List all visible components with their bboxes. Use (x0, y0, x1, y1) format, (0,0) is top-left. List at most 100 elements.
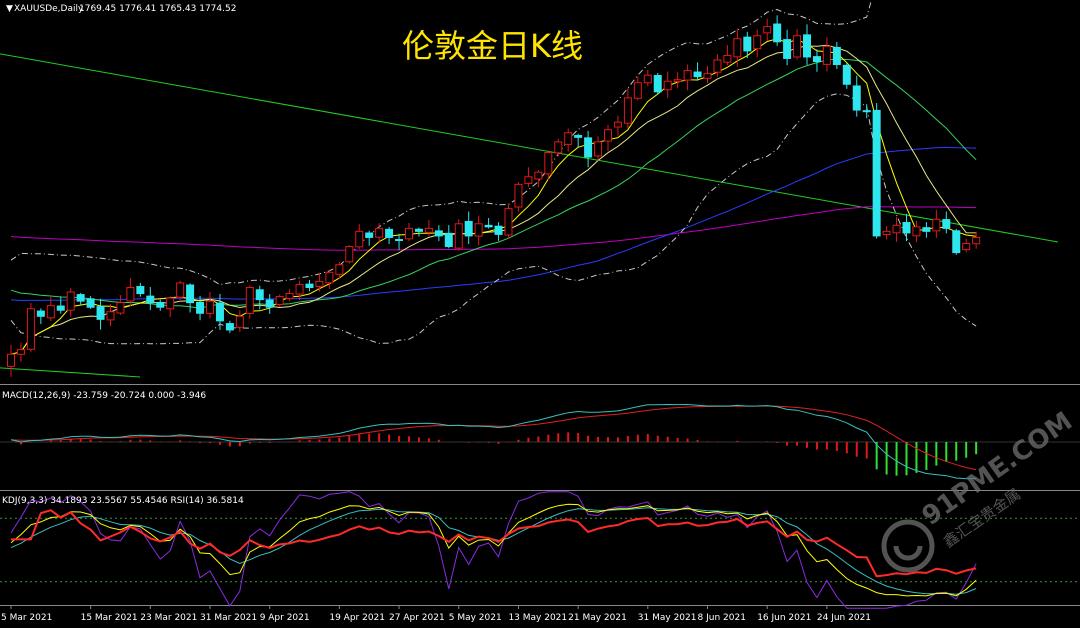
candle-body (166, 297, 175, 310)
candle-body (405, 227, 413, 240)
candle-body (604, 129, 612, 142)
candle-body (613, 121, 622, 128)
candle-body (355, 230, 364, 248)
candle-body (643, 74, 652, 84)
candle-body (803, 34, 811, 58)
candle-body (275, 296, 284, 305)
price-panel[interactable] (0, 0, 1059, 378)
candle-body (703, 73, 712, 79)
candle-body (673, 79, 682, 83)
candle-body (16, 349, 25, 355)
candle-body (26, 308, 35, 350)
candle-body (86, 298, 95, 308)
candle-body (623, 97, 632, 124)
candle-body (46, 305, 55, 319)
candle-body (494, 225, 503, 235)
candle-body (126, 286, 135, 302)
candle-body (683, 70, 692, 81)
candle-body (454, 223, 463, 249)
candle-body (594, 141, 603, 157)
time-axis: 5 Mar 2021 15 Mar 2021 23 Mar 2021 31 Mar 2… (1, 605, 871, 623)
kdj-rsi-label: KDJ(9,3,3) 34.1893 23.5567 55.4546 RSI(1… (2, 496, 244, 506)
candle-body (176, 282, 185, 298)
kdj-k-line (10, 503, 977, 597)
candle-body (305, 283, 314, 288)
x-tick-label: 9 Apr 2021 (260, 613, 310, 623)
candle-body (285, 293, 294, 299)
x-tick-label: 15 Mar 2021 (81, 613, 138, 623)
candle-body (822, 45, 831, 65)
candle-body (7, 353, 15, 367)
candle-body (902, 222, 911, 234)
candle-body (235, 315, 244, 328)
candle-body (892, 224, 901, 234)
candle-body (962, 243, 971, 251)
candle-body (484, 224, 493, 228)
candle-body (653, 75, 662, 93)
candle-body (733, 38, 742, 58)
candle-body (474, 223, 483, 237)
x-tick-label: 31 Mar 2021 (200, 613, 257, 623)
candle-body (524, 176, 533, 184)
candle-body (812, 56, 821, 62)
candle-body (325, 271, 334, 284)
macd-line (10, 403, 977, 480)
trendline-lower (0, 367, 141, 378)
candle-body (345, 246, 354, 263)
candle-body (763, 26, 772, 34)
candle-body (414, 228, 423, 232)
candle-body (206, 300, 214, 314)
candle-body (574, 135, 583, 138)
kdj-panel[interactable] (0, 491, 1080, 609)
candle-body (773, 23, 782, 43)
macd-panel[interactable] (0, 403, 1080, 480)
ohlc-label: 1769.45 1776.41 1765.43 1774.52 (79, 4, 236, 14)
trendline-upper (0, 53, 1059, 243)
kdj-j-line (10, 491, 977, 609)
x-tick-label: 24 Jun 2021 (817, 613, 871, 623)
candle-body (872, 109, 881, 237)
rsi-line (11, 509, 977, 578)
ma120-line (10, 206, 977, 251)
candle-body (444, 232, 453, 248)
candle-body (156, 302, 165, 308)
x-tick-label: 23 Mar 2021 (140, 613, 197, 623)
x-tick-label: 19 Apr 2021 (329, 613, 385, 623)
candle-body (693, 71, 702, 78)
candle-body (713, 59, 722, 73)
candle-body (245, 286, 254, 314)
chevron-down-icon[interactable]: ▼ (6, 4, 13, 14)
bollinger-upper (10, 0, 873, 286)
candle-body (255, 289, 264, 301)
candle-body (514, 183, 523, 208)
candle-body (882, 230, 891, 235)
candle-body (554, 141, 563, 154)
candle-body (852, 85, 861, 111)
candle-body (952, 230, 961, 254)
candle-body (504, 208, 513, 236)
candle-body (942, 219, 951, 229)
candle-body (36, 310, 45, 317)
candle-body (395, 239, 404, 242)
candle-body (265, 299, 274, 308)
candle-body (862, 110, 871, 113)
candle-body (753, 35, 762, 50)
candle-body (922, 227, 931, 232)
candle-body (385, 228, 394, 238)
candle-body (793, 35, 802, 58)
candle-body (783, 39, 792, 59)
candle-body (56, 305, 65, 311)
candle-body (66, 291, 75, 311)
candle-body (106, 311, 115, 321)
candle-body (564, 132, 573, 145)
x-tick-label: 5 Mar 2021 (1, 613, 52, 623)
candle-body (912, 226, 921, 237)
candle-body (146, 295, 155, 304)
candle-body (295, 283, 304, 295)
candle-body (633, 82, 642, 99)
macd-label: MACD(12,26,9) -23.759 -20.724 0.000 -3.9… (2, 391, 206, 401)
x-tick-label: 5 May 2021 (449, 613, 502, 623)
chart-title: 伦敦金日K线 (402, 27, 583, 65)
